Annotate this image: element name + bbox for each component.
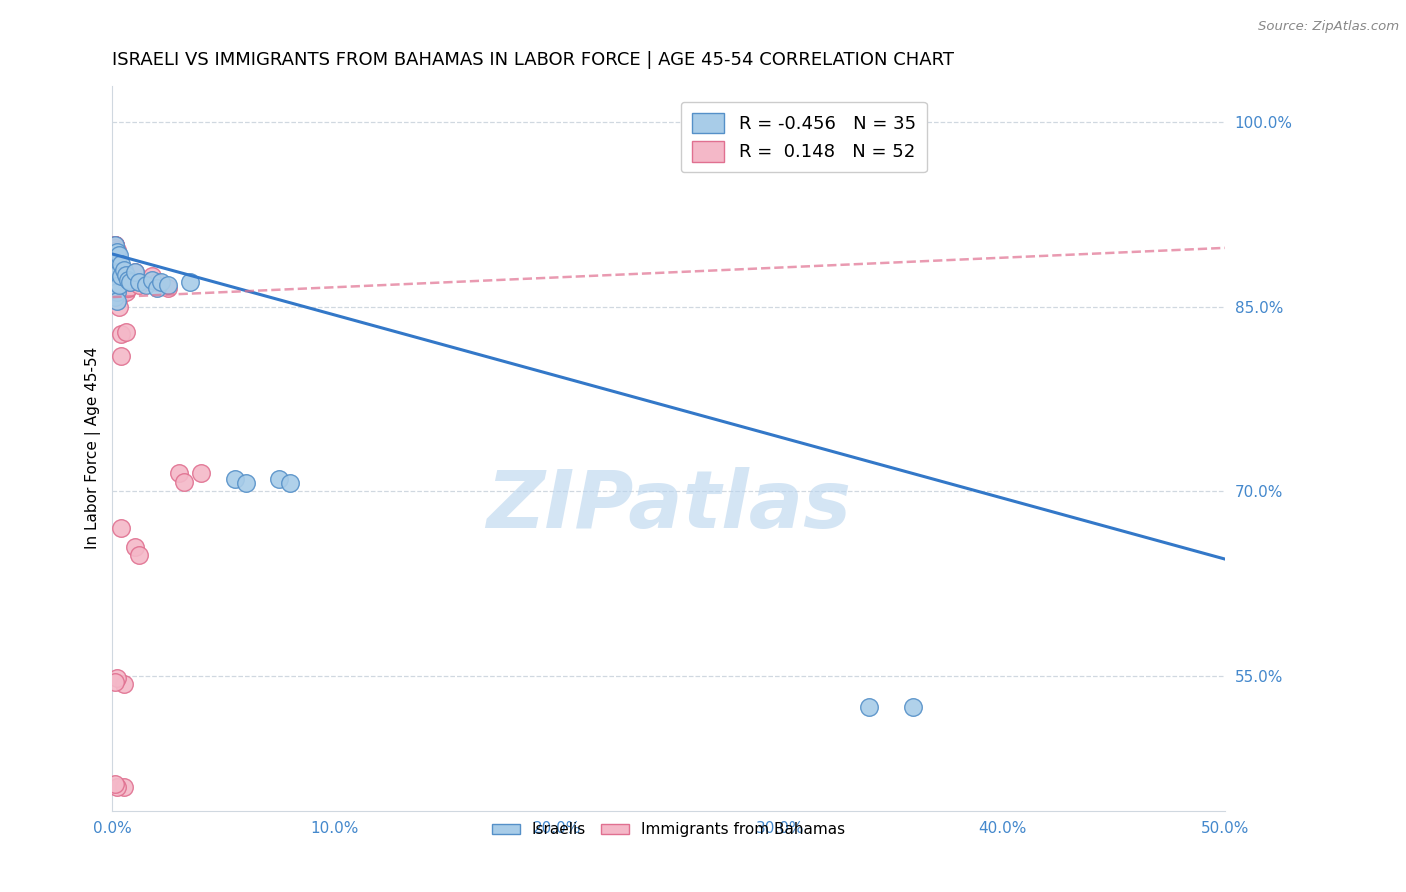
Point: [135, 277, 157, 292]
Point: [104, 273, 127, 287]
Point: [104, 238, 127, 252]
Point: [124, 540, 146, 554]
Point: [114, 273, 136, 287]
Point: [104, 244, 127, 259]
Point: [141, 269, 163, 284]
Point: [114, 325, 136, 339]
Point: [110, 349, 132, 363]
Point: [167, 466, 190, 480]
Point: [104, 238, 127, 252]
Point: [110, 285, 132, 300]
Text: Source: ZipAtlas.com: Source: ZipAtlas.com: [1258, 20, 1399, 33]
Point: [179, 275, 201, 289]
Point: [104, 260, 127, 275]
Text: ZIPatlas: ZIPatlas: [486, 467, 851, 545]
Point: [112, 263, 135, 277]
Point: [124, 265, 146, 279]
Point: [150, 275, 173, 289]
Point: [120, 275, 142, 289]
Text: ISRAELI VS IMMIGRANTS FROM BAHAMAS IN LABOR FORCE | AGE 45-54 CORRELATION CHART: ISRAELI VS IMMIGRANTS FROM BAHAMAS IN LA…: [112, 51, 955, 69]
Point: [124, 265, 146, 279]
Point: [108, 300, 131, 314]
Point: [120, 275, 142, 289]
Point: [105, 244, 128, 259]
Point: [104, 777, 127, 791]
Point: [104, 251, 127, 265]
Point: [105, 281, 128, 295]
Point: [105, 263, 128, 277]
Point: [104, 281, 127, 295]
Point: [104, 238, 127, 252]
Point: [108, 290, 131, 304]
Point: [114, 285, 136, 300]
Point: [235, 475, 257, 490]
Point: [108, 283, 131, 297]
Point: [190, 466, 212, 480]
Point: [858, 699, 880, 714]
Point: [105, 275, 128, 289]
Point: [108, 260, 131, 275]
Point: [269, 472, 291, 486]
Point: [112, 269, 135, 284]
Point: [105, 251, 128, 265]
Point: [108, 248, 131, 262]
Y-axis label: In Labor Force | Age 45-54: In Labor Force | Age 45-54: [86, 347, 101, 549]
Point: [104, 238, 127, 252]
Point: [105, 257, 128, 271]
Point: [146, 275, 169, 289]
Point: [117, 269, 139, 284]
Point: [224, 472, 246, 486]
Point: [280, 475, 302, 490]
Point: [104, 675, 127, 690]
Point: [105, 780, 128, 794]
Point: [128, 275, 150, 289]
Point: [117, 281, 139, 295]
Point: [128, 549, 150, 563]
Point: [108, 265, 131, 279]
Point: [105, 244, 128, 258]
Point: [110, 269, 132, 284]
Point: [105, 285, 128, 300]
Point: [110, 521, 132, 535]
Point: [105, 293, 128, 308]
Point: [157, 277, 180, 292]
Point: [110, 257, 132, 271]
Point: [173, 475, 195, 489]
Point: [141, 273, 163, 287]
Point: [112, 277, 135, 292]
Point: [114, 268, 136, 282]
Point: [112, 677, 135, 691]
Point: [146, 281, 169, 295]
Point: [112, 780, 135, 794]
Point: [104, 238, 127, 252]
Point: [108, 268, 131, 282]
Point: [110, 326, 132, 341]
Point: [105, 265, 128, 279]
Point: [110, 275, 132, 289]
Point: [157, 281, 180, 295]
Point: [105, 275, 128, 289]
Point: [117, 273, 139, 287]
Point: [105, 269, 128, 284]
Point: [104, 290, 127, 304]
Point: [104, 253, 127, 268]
Point: [104, 248, 127, 262]
Legend: Israelis, Immigrants from Bahamas: Israelis, Immigrants from Bahamas: [486, 816, 851, 844]
Point: [108, 275, 131, 289]
Point: [105, 671, 128, 685]
Point: [110, 265, 132, 279]
Point: [105, 257, 128, 271]
Point: [104, 241, 127, 255]
Point: [128, 277, 150, 292]
Point: [108, 277, 131, 292]
Point: [903, 699, 925, 714]
